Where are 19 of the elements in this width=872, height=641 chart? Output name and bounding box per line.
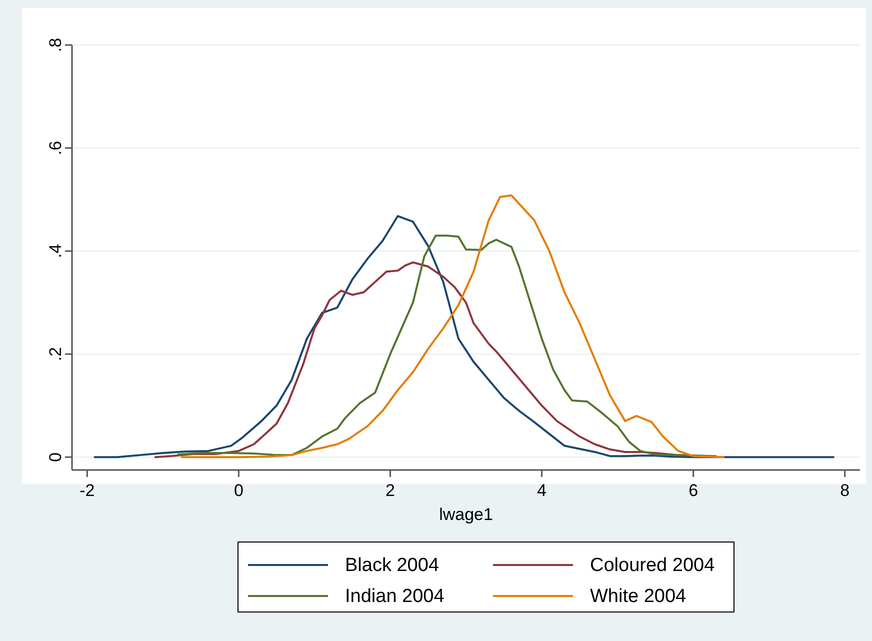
x-tick-label: 6 — [688, 481, 698, 500]
y-tick-label: .2 — [46, 346, 65, 362]
x-tick-label: 0 — [234, 481, 244, 500]
legend-label: Indian 2004 — [345, 586, 445, 607]
x-tick-label: -2 — [80, 481, 95, 500]
legend-label: White 2004 — [590, 586, 687, 607]
legend-label: Coloured 2004 — [590, 555, 716, 576]
x-tick-label: 4 — [537, 481, 547, 500]
y-tick-label: .8 — [46, 38, 65, 52]
line-series — [177, 234, 718, 458]
line-series — [94, 215, 834, 458]
y-tick-label: .6 — [46, 140, 65, 156]
y-tick-label: 0 — [46, 452, 65, 462]
x-tick-label: 8 — [840, 481, 850, 500]
x-axis-title: lwage1 — [439, 505, 493, 524]
line-series — [180, 194, 725, 458]
legend-label: Black 2004 — [345, 555, 440, 576]
x-tick-label: 2 — [385, 481, 395, 500]
y-tick-label: .4 — [46, 244, 65, 258]
